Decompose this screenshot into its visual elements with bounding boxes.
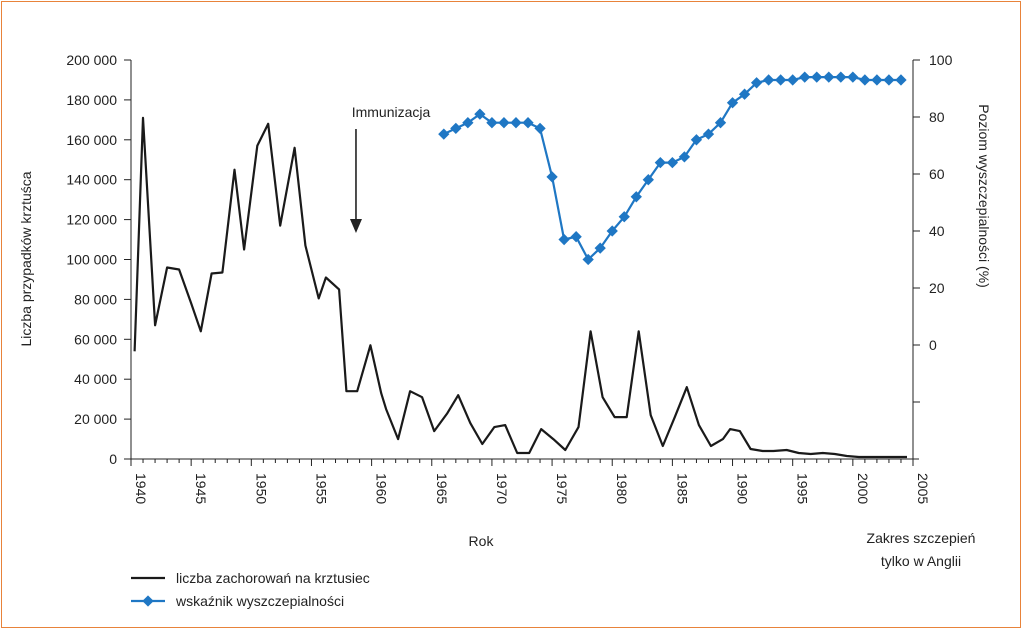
- y-axis-right-title: Poziom wyszczepialności (%): [976, 104, 992, 288]
- coverage-point: [450, 122, 462, 135]
- y-left-tick-label: 40 000: [74, 371, 117, 387]
- x-tick-label: 1965: [434, 473, 450, 504]
- y-right-tick-label: 40: [929, 223, 945, 239]
- y-left-tick-label: 140 000: [66, 172, 117, 188]
- coverage-point: [438, 128, 450, 140]
- legend: liczba zachorowań na krztusiec wskaźnik …: [131, 570, 370, 609]
- note-line-1: Zakres szczepień: [867, 530, 976, 546]
- coverage-point: [835, 71, 847, 83]
- x-tick-label: 2005: [915, 473, 931, 504]
- annotation-arrow-head: [349, 219, 362, 233]
- x-tick-label: 1990: [735, 473, 751, 504]
- coverage-point: [582, 253, 594, 266]
- y-left-tick-label: 100 000: [66, 252, 117, 268]
- y-left-tick-label: 60 000: [74, 331, 117, 347]
- coverage-point: [642, 174, 654, 186]
- coverage-point: [606, 225, 618, 237]
- y-left-tick-label: 0: [109, 451, 117, 467]
- coverage-point: [847, 71, 859, 83]
- y-right-tick-label: 80: [929, 109, 945, 125]
- coverage-point: [895, 74, 907, 86]
- coverage-point: [630, 191, 642, 203]
- legend-label-cases: liczba zachorowań na krztusiec: [176, 570, 370, 586]
- coverage-point: [883, 74, 895, 86]
- y-left-tick-label: 180 000: [66, 92, 117, 108]
- x-tick-label: 1985: [674, 473, 690, 504]
- coverage-point: [799, 71, 811, 83]
- coverage-point: [871, 74, 883, 86]
- coverage-point: [762, 74, 775, 86]
- axes: 0 20 000 40 000 60 000 80 000 100 000 120 000 1…: [66, 52, 952, 504]
- y-axis-left-title: Liczba przypadków krztuśca: [18, 171, 34, 346]
- coverage-point: [498, 117, 510, 129]
- cases-series-line: [133, 116, 907, 459]
- x-tick-label: 2000: [855, 473, 871, 504]
- y-right-tick-label: 20: [929, 280, 945, 296]
- coverage-point: [678, 151, 691, 163]
- annotation-arrow: [349, 129, 362, 233]
- y-left-tick-label: 120 000: [66, 212, 117, 228]
- y-right-tick-label: 100: [929, 52, 953, 68]
- legend-marker-coverage: [142, 595, 154, 607]
- legend-label-coverage: wskaźnik wyszczepialności: [175, 593, 344, 609]
- series-layer: [133, 71, 907, 459]
- annotation-label: Immunizacja: [352, 104, 431, 120]
- coverage-point: [558, 233, 570, 246]
- coverage-point: [775, 74, 787, 86]
- coverage-point: [859, 74, 871, 86]
- y-right-tick-label: 0: [929, 337, 937, 353]
- coverage-point: [546, 171, 558, 183]
- coverage-point: [654, 156, 667, 169]
- x-tick-label: 1950: [253, 473, 269, 504]
- x-tick-label: 1975: [554, 473, 570, 504]
- y-left-tick-label: 20 000: [74, 411, 117, 427]
- x-tick-label: 1945: [193, 473, 209, 504]
- coverage-point: [811, 71, 823, 83]
- coverage-series-line: [443, 75, 901, 261]
- x-tick-label: 1980: [614, 473, 630, 504]
- coverage-point: [534, 122, 546, 135]
- x-tick-label: 1955: [313, 473, 329, 504]
- x-tick-label: 1970: [494, 473, 510, 504]
- y-left-tick-label: 200 000: [66, 52, 117, 68]
- coverage-point: [690, 134, 703, 146]
- coverage-point: [594, 242, 606, 254]
- coverage-point: [618, 211, 630, 223]
- y-right-tick-label: 60: [929, 166, 945, 182]
- coverage-point: [522, 117, 534, 129]
- note-line-2: tylko w Anglii: [881, 553, 961, 569]
- coverage-point: [666, 156, 679, 169]
- x-axis-title: Rok: [469, 533, 495, 549]
- y-left-tick-label: 80 000: [74, 291, 117, 307]
- x-tick-label: 1940: [133, 473, 149, 504]
- x-tick-label: 1960: [374, 473, 390, 504]
- coverage-point: [510, 117, 522, 129]
- coverage-point: [823, 71, 835, 83]
- coverage-point: [570, 231, 582, 243]
- y-left-tick-label: 160 000: [66, 132, 117, 148]
- coverage-point: [787, 74, 799, 86]
- coverage-point: [702, 128, 715, 140]
- x-tick-label: 1995: [795, 473, 811, 504]
